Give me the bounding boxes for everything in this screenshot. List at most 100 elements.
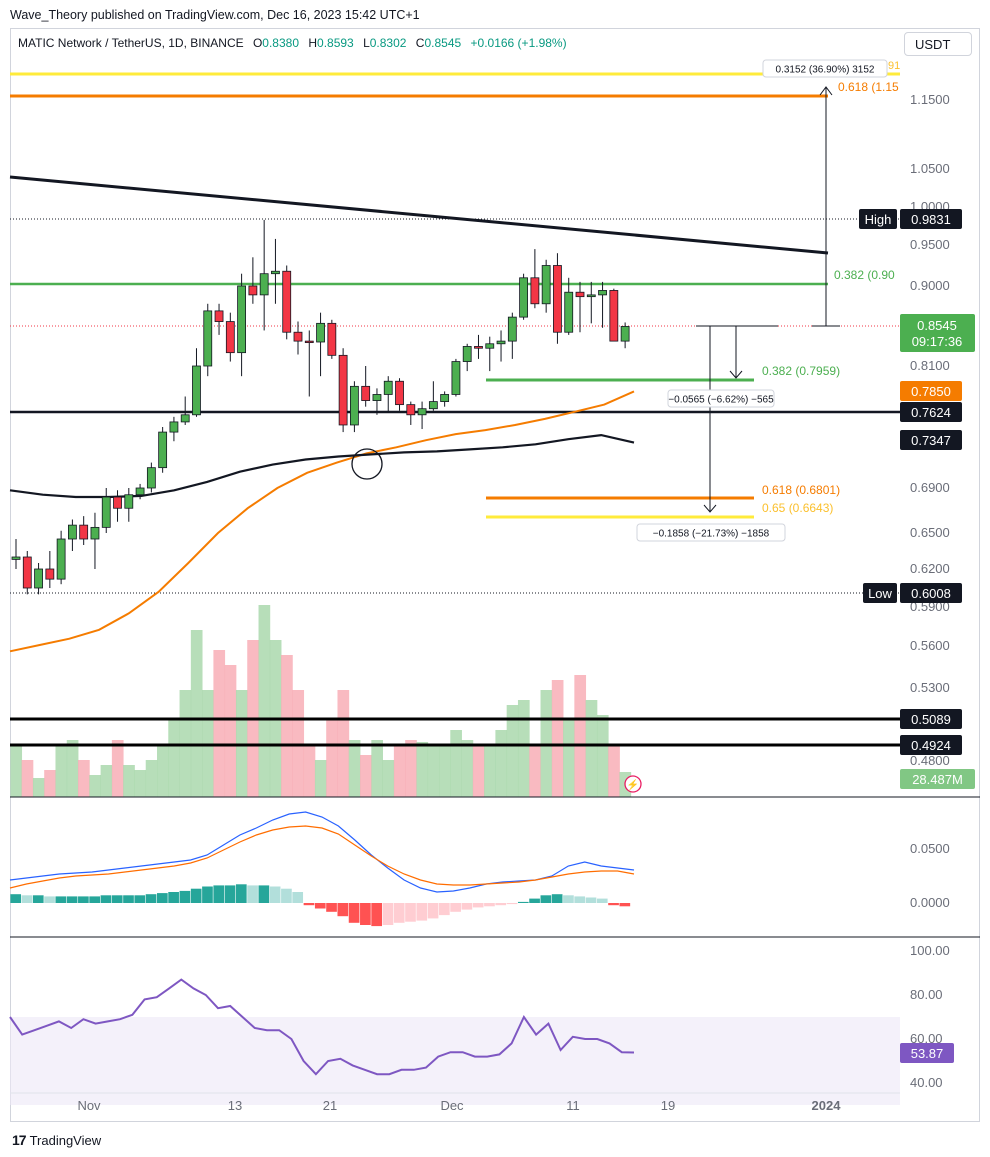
volume-bar [89, 775, 101, 797]
macd-histogram-bar [32, 895, 44, 903]
macd-histogram-bar [10, 894, 22, 903]
measure-small-label-box [667, 389, 775, 408]
macd-histogram-bar [393, 903, 405, 923]
macd-histogram-bar [55, 896, 67, 903]
candle-body [169, 421, 179, 433]
price-axis-tick: 0.4800 [910, 753, 950, 768]
volume-level-tag-2: 0.4924 [911, 738, 951, 753]
macd-histogram-bar [21, 895, 33, 903]
volume-bar [66, 740, 79, 797]
volume-bar [134, 770, 147, 797]
candle-body [598, 290, 607, 296]
measure-up-arrow [819, 86, 833, 96]
candle-body [586, 294, 596, 298]
candle-body [259, 273, 269, 296]
close-value: 0.8545 [424, 36, 462, 50]
measure-up-label: 0.3152 (36.90%) 3152 [776, 65, 875, 76]
currency-button[interactable]: USDT [904, 32, 972, 56]
change-value: +0.0166 (+1.98%) [470, 36, 567, 50]
candle-body [135, 487, 145, 496]
volume-bar [596, 715, 609, 797]
ma200-tag-bg [900, 430, 962, 450]
candle-body [34, 568, 43, 589]
high-key: H [308, 36, 318, 50]
macd-histogram-bar [326, 903, 337, 912]
volume-bar [450, 730, 462, 797]
macd-histogram-bar [292, 892, 304, 903]
fib-382-top-label: 0.382 (0.90 [834, 268, 895, 282]
time-axis-tick: Nov [77, 1098, 101, 1113]
candle-body [327, 322, 337, 356]
candle-body [79, 524, 89, 540]
volume-bar [484, 745, 496, 797]
volume-bar [258, 605, 271, 797]
candle-body [474, 346, 483, 349]
macd-histogram-bar [66, 896, 78, 903]
last-price-tag: 0.8545 [917, 318, 957, 333]
volume-tag: 28.487M [912, 772, 963, 787]
time-axis-tick: 19 [661, 1098, 675, 1113]
macd-histogram-bar [303, 903, 315, 906]
rsi-line [9, 978, 635, 1076]
fib-382-bottom-label: 0.382 (0.7959) [762, 364, 840, 378]
candle-body [293, 331, 303, 342]
candle-body [507, 316, 517, 342]
fib-65-bottom-label: 0.65 (0.6643) [762, 501, 833, 515]
high-value-tag-bg [900, 209, 962, 229]
macd-histogram-bar [190, 888, 202, 903]
macd-histogram-bar [348, 903, 360, 923]
ma50-line [9, 390, 635, 653]
candle-body [519, 277, 528, 318]
macd-histogram-bar [585, 897, 597, 903]
price-axis-tick: 0.5300 [910, 680, 950, 695]
candle-body [541, 265, 551, 305]
volume-bar [32, 778, 45, 797]
measure-small-arrow [729, 370, 743, 379]
candle-body [225, 321, 235, 354]
volume-bar [145, 760, 158, 797]
volume-bar [360, 755, 372, 797]
volume-level-tag-1: 0.5089 [911, 712, 951, 727]
macd-histogram-bar [89, 896, 100, 903]
low-value: 0.8302 [369, 36, 407, 50]
macd-histogram-bar [517, 901, 529, 903]
publisher-caption: Wave_Theory published on TradingView.com… [10, 8, 420, 22]
macd-histogram-bar [269, 886, 281, 903]
candle-body [316, 322, 325, 343]
macd-histogram-bar [461, 903, 473, 910]
candle-body [271, 270, 280, 275]
tradingview-logo-icon: 17 [12, 1132, 27, 1148]
high-caption-bg [859, 209, 897, 229]
candle-body [282, 270, 292, 333]
candle-body [496, 340, 506, 345]
candle-body [349, 385, 359, 426]
macd-histogram-bar [371, 903, 382, 927]
time-axis-tick: Dec [440, 1098, 464, 1113]
candle-body [440, 394, 450, 402]
candle-body [101, 496, 111, 528]
macd-histogram-bar [179, 890, 191, 903]
volume-bar [574, 675, 587, 797]
open-key: O [252, 36, 263, 50]
volume-bar [427, 745, 440, 797]
volume-bar [608, 745, 620, 797]
rsi-value-tag-bg [900, 1043, 954, 1063]
candle-body [395, 380, 404, 406]
alert-icon [624, 775, 642, 793]
macd-histogram-bar [563, 895, 574, 903]
symbol-title[interactable]: MATIC Network / TetherUS, 1D, BINANCE [18, 36, 244, 50]
measure-big-label-box [636, 523, 786, 542]
macd-axis-tick: 0.0000 [910, 895, 950, 910]
volume-bar [495, 730, 508, 797]
macd-histogram-bar [314, 903, 326, 909]
tradingview-logo[interactable]: 17 TradingView [12, 1132, 101, 1148]
candle-body [462, 346, 472, 362]
candle-body [361, 385, 371, 401]
macd-histogram-bar [551, 894, 563, 903]
volume-bar [281, 655, 293, 797]
price-axis-tick: 0.9500 [910, 237, 950, 252]
candle-body [45, 568, 55, 580]
volume-bar [517, 700, 530, 797]
volume-bar [314, 760, 327, 797]
